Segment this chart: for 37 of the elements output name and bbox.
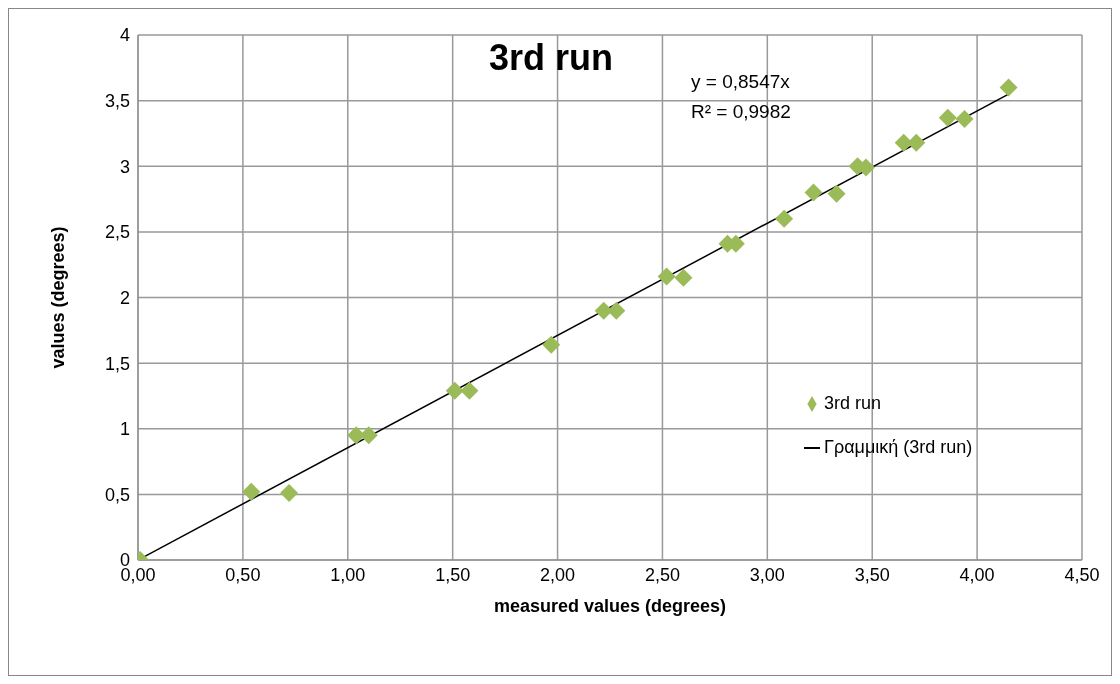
x-tick-label: 4,50 bbox=[1064, 564, 1100, 585]
y-tick-label: 4 bbox=[119, 25, 130, 46]
x-tick-label: 3,50 bbox=[854, 564, 890, 585]
y-tick-label: 2 bbox=[119, 287, 130, 308]
x-tick-label: 2,00 bbox=[540, 564, 576, 585]
point bbox=[242, 482, 261, 501]
x-tick-label: 2,50 bbox=[644, 564, 680, 585]
legend-label: 3rd run bbox=[824, 393, 882, 413]
y-tick-label: 0,5 bbox=[104, 484, 130, 505]
point bbox=[657, 267, 676, 286]
y-tick-label: 2,5 bbox=[104, 222, 130, 243]
point bbox=[542, 335, 561, 354]
chart-title: 3rd run bbox=[489, 37, 614, 79]
point bbox=[445, 381, 464, 400]
x-tick-label: 1,00 bbox=[330, 564, 366, 585]
x-tick-label: 4,00 bbox=[959, 564, 995, 585]
point bbox=[674, 268, 693, 287]
point bbox=[460, 381, 479, 400]
point bbox=[938, 108, 957, 127]
y-tick-label: 3 bbox=[119, 156, 130, 177]
y-tick-label: 1 bbox=[119, 419, 130, 440]
annotation: y = 0,8547x bbox=[691, 70, 791, 94]
x-tick-label: 3,00 bbox=[749, 564, 785, 585]
point bbox=[804, 183, 823, 202]
point bbox=[775, 209, 794, 228]
legend-label: Γραμμική (3rd run) bbox=[824, 437, 973, 457]
point bbox=[280, 484, 299, 503]
x-axis-title: measured values (degrees) bbox=[493, 596, 727, 616]
y-axis-title: values (degrees) bbox=[48, 226, 69, 369]
y-tick-label: 1,5 bbox=[104, 353, 130, 374]
x-tick-label: 1,50 bbox=[435, 564, 471, 585]
point bbox=[955, 110, 974, 128]
point bbox=[999, 78, 1018, 97]
y-tick-label: 3,5 bbox=[104, 91, 130, 112]
annotation: R² = 0,9982 bbox=[691, 100, 791, 124]
point bbox=[827, 184, 846, 203]
x-tick-label: 0,50 bbox=[225, 564, 261, 585]
